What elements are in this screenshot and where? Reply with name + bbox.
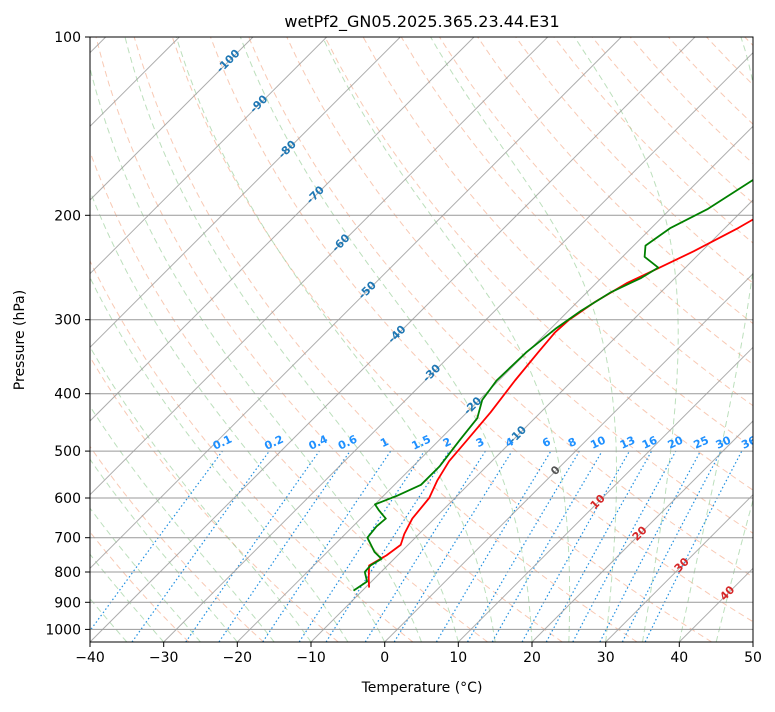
y-tick-label: 800 <box>54 565 81 581</box>
y-tick-label: 600 <box>54 491 81 507</box>
y-tick-label: 900 <box>54 595 81 611</box>
x-tick-label: 40 <box>670 650 688 666</box>
x-tick-label: −40 <box>75 650 105 666</box>
y-tick-label: 1000 <box>45 622 81 638</box>
x-tick-label: −30 <box>149 650 179 666</box>
y-axis-label: Pressure (hPa) <box>12 290 28 390</box>
y-tick-label: 400 <box>54 387 81 403</box>
x-tick-label: 50 <box>744 650 762 666</box>
chart-title: wetPf2_GN05.2025.365.23.44.E31 <box>284 12 559 32</box>
y-tick-label: 200 <box>54 208 81 224</box>
x-tick-label: 30 <box>597 650 615 666</box>
y-tick-label: 500 <box>54 444 81 460</box>
y-tick-label: 100 <box>54 30 81 46</box>
x-tick-label: 20 <box>523 650 541 666</box>
x-axis-label: Temperature (°C) <box>361 680 483 696</box>
y-tick-label: 300 <box>54 313 81 329</box>
y-tick-label: 700 <box>54 531 81 547</box>
x-tick-label: −20 <box>223 650 253 666</box>
x-tick-label: 10 <box>449 650 467 666</box>
x-tick-label: 0 <box>380 650 389 666</box>
x-tick-label: −10 <box>296 650 326 666</box>
